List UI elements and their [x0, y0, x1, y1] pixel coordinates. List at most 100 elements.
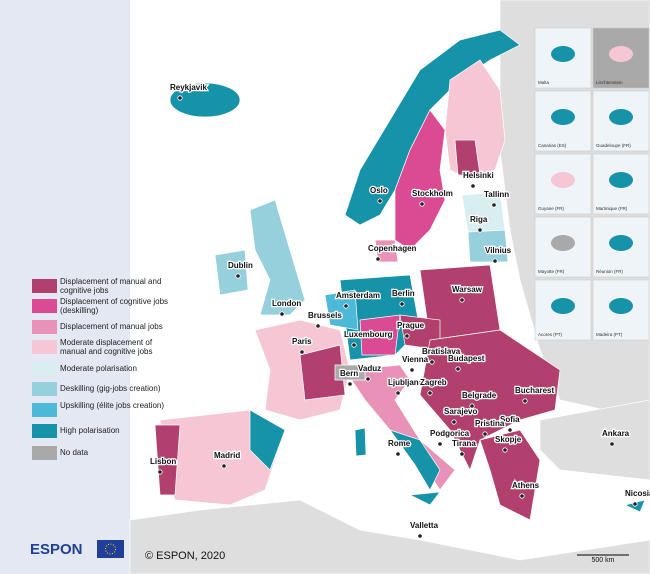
city-label: Sarajevo	[444, 407, 477, 416]
city-label: Luxembourg	[344, 330, 393, 339]
city-dot	[404, 333, 410, 339]
inset-land	[609, 109, 633, 125]
inset-label: Canarias (ES)	[538, 143, 567, 148]
city-dot	[482, 431, 488, 437]
city-label: Budapest	[448, 354, 485, 363]
inset-label: Acores (PT)	[538, 332, 563, 337]
inset-land	[609, 172, 633, 188]
city-dot	[427, 390, 433, 396]
city-label: Valletta	[410, 521, 439, 530]
city-label: Paris	[292, 337, 312, 346]
city-label: Madrid	[214, 451, 240, 460]
inset-land	[551, 46, 575, 62]
legend-label: Moderate polarisation	[60, 364, 137, 373]
city-label: Amsterdam	[336, 291, 380, 300]
legend-panel	[0, 0, 130, 574]
legend-label: Moderate displacement of manual and cogn…	[60, 338, 153, 356]
eu-flag	[97, 540, 124, 558]
legend-swatch	[32, 403, 57, 417]
inset-land	[551, 298, 575, 314]
inset-label: Réunion (FR)	[596, 269, 624, 274]
city-label: Riga	[470, 215, 488, 224]
city-dot	[519, 493, 525, 499]
city-label: Dublin	[228, 261, 253, 270]
city-label: Warsaw	[452, 285, 483, 294]
city-dot	[157, 469, 163, 475]
city-label: Bratislava	[422, 347, 461, 356]
legend-swatch	[32, 362, 57, 376]
inset-label: Liechtenstein	[596, 80, 623, 85]
inset-land	[551, 109, 575, 125]
city-dot	[377, 198, 383, 204]
city-label: Rome	[388, 439, 411, 448]
legend-label: Displacement of manual jobs	[60, 322, 163, 331]
city-dot	[459, 297, 465, 303]
city-label: Bucharest	[515, 386, 554, 395]
city-label: Ankara	[602, 429, 630, 438]
legend-label: Displacement of cognitive jobs (deskilli…	[60, 297, 169, 315]
city-label: Vaduz	[358, 364, 381, 373]
city-label: Skopje	[495, 435, 522, 444]
legend-label: High polarisation	[60, 426, 120, 435]
city-dot	[399, 301, 405, 307]
city-label: Sofia	[500, 415, 520, 424]
city-dot	[609, 441, 615, 447]
city-label: Tallinn	[484, 190, 509, 199]
city-label: Pristina	[475, 419, 505, 428]
scale-label: 500 km	[592, 557, 615, 564]
city-dot	[177, 95, 183, 101]
inset-label: Mayotte (FR)	[538, 269, 565, 274]
city-dot	[395, 390, 401, 396]
inset-label: Martinique (FR)	[596, 206, 628, 211]
city-label: London	[272, 299, 301, 308]
city-dot	[451, 419, 457, 425]
inset-label: Guyane (FR)	[538, 206, 565, 211]
city-dot	[492, 258, 498, 264]
inset-land	[551, 235, 575, 251]
legend-label: Deskilling (gig-jobs creation)	[60, 384, 161, 393]
city-dot	[491, 202, 497, 208]
legend-swatch	[32, 279, 57, 293]
city-dot	[469, 403, 475, 409]
city-label: Brussels	[308, 311, 342, 320]
city-label: Helsinki	[463, 171, 494, 180]
city-dot	[395, 451, 401, 457]
city-dot	[221, 463, 227, 469]
city-label: Nicosia	[625, 489, 650, 498]
legend-swatch	[32, 424, 57, 438]
city-dot	[347, 381, 353, 387]
city-dot	[375, 256, 381, 262]
inset-land	[609, 46, 633, 62]
legend-label: Displacement of manual and cognitive job…	[60, 277, 162, 295]
legend-swatch	[32, 299, 57, 313]
legend-swatch	[32, 382, 57, 396]
city-label: Ljubljana	[388, 378, 424, 387]
inset-label: Madeira (PT)	[596, 332, 623, 337]
city-label: Vienna	[402, 355, 429, 364]
legend-swatch	[32, 340, 57, 354]
city-dot	[299, 349, 305, 355]
copyright: © ESPON, 2020	[145, 550, 225, 562]
city-dot	[507, 427, 513, 433]
city-dot	[477, 227, 483, 233]
city-dot	[632, 501, 638, 507]
city-dot	[437, 441, 443, 447]
inset-label: Malta	[538, 80, 550, 85]
legend-label: Upskilling (élite jobs creation)	[60, 401, 165, 410]
city-label: Athens	[512, 481, 540, 490]
city-dot	[409, 367, 415, 373]
inset-label: Guadeloupe (FR)	[596, 143, 631, 148]
city-dot	[522, 398, 528, 404]
city-dot	[470, 183, 476, 189]
city-dot	[455, 366, 461, 372]
legend-label: No data	[60, 448, 89, 457]
city-label: Reykjavik	[170, 83, 207, 92]
city-label: Tirana	[452, 439, 476, 448]
city-dot	[351, 342, 357, 348]
city-dot	[343, 303, 349, 309]
city-dot	[502, 447, 508, 453]
city-label: Podgorica	[430, 429, 470, 438]
city-label: Copenhagen	[368, 244, 417, 253]
